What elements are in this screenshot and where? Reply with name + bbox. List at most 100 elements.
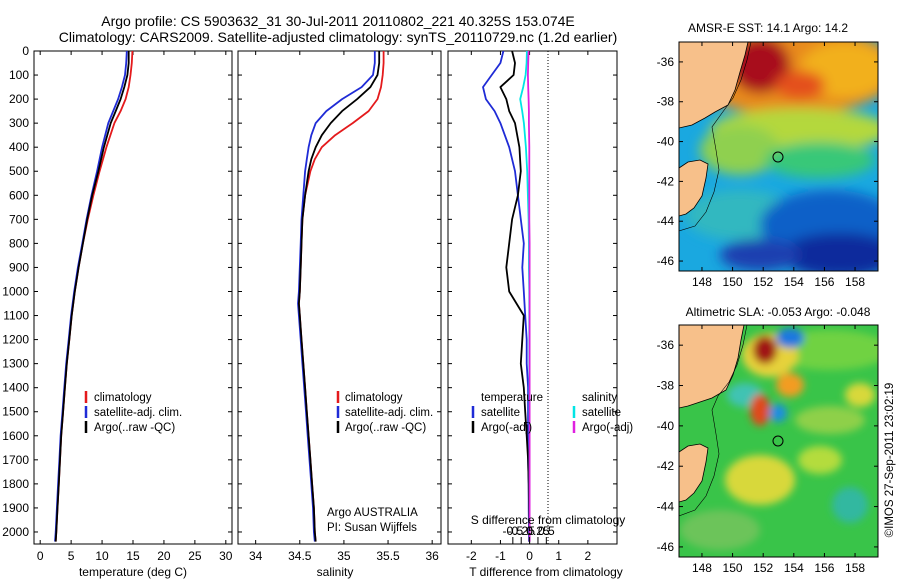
y-tick-label: 600 <box>9 188 29 202</box>
tasmania-coast <box>679 159 709 217</box>
lat-tick-label: -46 <box>657 254 675 268</box>
sst-map-title: AMSR-E SST: 14.1 Argo: 14.2 <box>688 21 848 35</box>
x-tick-label: 2 <box>585 549 592 563</box>
pi-name: PI: Susan Wijffels <box>327 522 417 534</box>
y-tick-label: 1700 <box>2 453 29 467</box>
s-tick-label: -0.25 <box>508 524 536 538</box>
lon-tick-label: 156 <box>814 561 834 575</box>
x-tick-label: 10 <box>95 549 109 563</box>
lon-tick-label: 154 <box>784 561 804 575</box>
lat-tick-label: -42 <box>657 459 675 473</box>
lon-tick-label: 152 <box>753 275 773 289</box>
y-tick-label: 1200 <box>2 333 29 347</box>
pi-institution: Argo AUSTRALIA <box>327 507 418 519</box>
lon-tick-label: 150 <box>723 561 743 575</box>
s-difference-label: S difference from climatology <box>471 513 626 527</box>
y-tick-label: 0 <box>22 44 29 58</box>
sst-map-panel: AMSR-E SST: 14.1 Argo: 14.2 148 15 <box>657 21 879 289</box>
temperature-panel: 0 5 10 15 20 25 300100200300400500600700800900… <box>2 44 233 579</box>
lat-tick-label: -38 <box>657 95 675 109</box>
y-tick-label: 1500 <box>2 405 29 419</box>
x-tick-label: 20 <box>157 549 171 563</box>
difference-series-1 <box>499 51 531 542</box>
lat-tick-label: -36 <box>657 338 675 352</box>
lat-tick-label: -44 <box>657 214 675 228</box>
y-tick-label: 900 <box>9 260 29 274</box>
y-tick-label: 1900 <box>2 501 29 515</box>
y-tick-label: 1600 <box>2 429 29 443</box>
legend-heading-salinity: salinity <box>582 392 617 404</box>
series-line-2 <box>297 51 381 542</box>
y-tick-label: 1100 <box>3 309 29 323</box>
x-tick-label: 34 <box>249 549 263 563</box>
lat-tick-label: -36 <box>657 55 675 69</box>
series-line-2 <box>54 51 130 542</box>
shelf-contour <box>679 325 748 517</box>
legend-label-satellite: satellite-adj. clim. <box>94 407 182 419</box>
salinity-panel: 34 34.5 35 35.5 36 salinity climatology sate… <box>237 50 442 579</box>
y-tick-label: 1800 <box>2 477 29 491</box>
mainland-coast <box>679 325 745 409</box>
argo-position-marker <box>772 435 784 447</box>
t-difference-label: T difference from climatology <box>469 565 623 579</box>
y-tick-label: 700 <box>9 212 29 226</box>
x-tick-label: -1 <box>495 549 506 563</box>
legend-label-sal-argo: Argo(-adj) <box>582 422 633 434</box>
lon-tick-label: 158 <box>845 275 865 289</box>
y-tick-label: 2000 <box>2 525 29 539</box>
legend-label-satellite: satellite-adj. clim. <box>345 407 433 419</box>
s-tick-label: -0.5 <box>502 524 523 538</box>
sla-map-title: Altimetric SLA: -0.053 Argo: -0.048 <box>686 305 871 319</box>
header-line-1: Argo profile: CS 5903632_31 30-Jul-2011 … <box>101 13 575 29</box>
x-tick-label: 35 <box>337 549 351 563</box>
lon-tick-label: 150 <box>723 275 743 289</box>
y-tick-label: 100 <box>9 68 29 82</box>
legend-label-sal-satellite: satellite <box>582 407 621 419</box>
x-tick-label: 25 <box>188 549 202 563</box>
legend-label-temp-satellite: satellite <box>481 407 520 419</box>
x-tick-label: -2 <box>466 549 477 563</box>
lat-tick-label: -46 <box>657 540 675 554</box>
tasmania-coast <box>679 443 709 503</box>
y-tick-label: 1400 <box>2 381 29 395</box>
legend-label-argo: Argo(..raw -QC) <box>345 422 426 434</box>
salinity-xlabel: salinity <box>317 565 354 579</box>
lat-tick-label: -38 <box>657 379 675 393</box>
sla-map-panel: Altimetric SLA: -0.053 Argo: -0.048 <box>657 305 879 575</box>
lat-tick-label: -40 <box>657 419 675 433</box>
lon-tick-label: 152 <box>753 561 773 575</box>
y-tick-label: 800 <box>9 236 29 250</box>
legend-label-temp-argo: Argo(-adj) <box>481 422 532 434</box>
x-tick-label: 1 <box>555 549 562 563</box>
sla-map-frame <box>678 324 879 558</box>
difference-series-3 <box>527 51 531 542</box>
y-tick-label: 400 <box>9 140 29 154</box>
difference-legend: temperature satellite Argo(-adj) salinit… <box>471 392 633 434</box>
legend-heading-temperature: temperature <box>481 392 543 404</box>
legend-label-argo: Argo(..raw -QC) <box>94 422 175 434</box>
sst-map-frame <box>678 41 879 272</box>
lat-tick-label: -44 <box>657 500 675 514</box>
x-tick-label: 15 <box>126 549 140 563</box>
temperature-xlabel: temperature (deg C) <box>79 565 187 579</box>
x-tick-label: 36 <box>425 549 439 563</box>
y-tick-label: 500 <box>9 164 29 178</box>
lon-tick-label: 156 <box>814 275 834 289</box>
lon-tick-label: 148 <box>692 275 712 289</box>
difference-axes-frame <box>447 50 618 545</box>
lon-tick-label: 154 <box>784 275 804 289</box>
lon-tick-label: 148 <box>692 561 712 575</box>
lat-tick-label: -42 <box>657 174 675 188</box>
temperature-legend: climatology satellite-adj. clim. Argo(..… <box>84 391 182 434</box>
difference-panel: -2 -1 0 1 2 S difference from climatology -0… <box>447 50 633 579</box>
header-line-2: Climatology: CARS2009. Satellite-adjuste… <box>59 29 617 45</box>
x-tick-label: 35.5 <box>376 549 400 563</box>
legend-label-climatology: climatology <box>345 392 403 404</box>
x-tick-label: 5 <box>68 549 75 563</box>
s-tick-label: 0.25 <box>526 524 550 538</box>
x-tick-label: 34.5 <box>288 549 312 563</box>
y-tick-label: 1000 <box>2 284 29 298</box>
y-tick-label: 200 <box>9 92 29 106</box>
s-tick-label: 0 <box>526 524 533 538</box>
